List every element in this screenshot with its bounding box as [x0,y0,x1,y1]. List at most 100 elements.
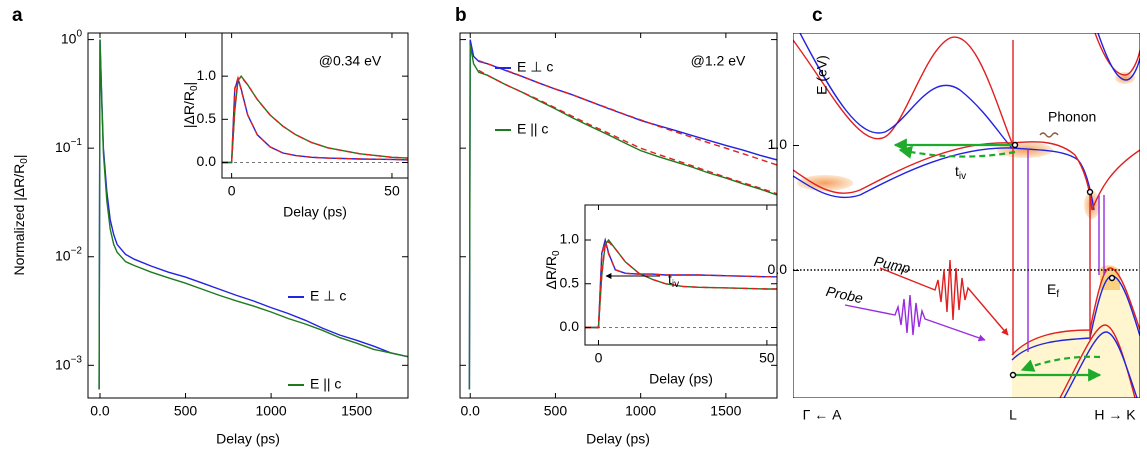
x-tick-label: 1500 [341,403,372,419]
x-axis-label: Delay (ps) [586,431,650,447]
text-part: 0 [551,250,562,256]
x-tick-label: 0.0 [90,403,110,419]
panel-letter: c [812,5,823,26]
probe-label: Probe [825,283,865,306]
y-tick-label: 1.0 [197,67,217,83]
y-tick-label: 1.0 [560,231,580,247]
text-part: Normalized |ΔR/R [11,164,27,276]
x-tick-label: 500 [174,403,198,419]
text-part: −1 [71,137,83,148]
y-tick-label: 0.0 [197,153,217,169]
fit-line [585,239,777,329]
annotation: @0.34 eV [319,53,382,69]
fermi-label: Ef [1047,281,1059,300]
pump-pulse [879,259,1009,336]
text-part: 10 [61,30,77,46]
x-tick-label: 50 [384,183,400,199]
y-tick-label: 1.0 [768,136,788,152]
x-tick-label: 1500 [710,403,741,419]
legend-label: E || c [517,121,548,137]
carrier [1011,141,1019,149]
text-part: E [1047,281,1056,297]
fit-line [478,69,777,195]
band [1011,141,1140,211]
text-part: |ΔR/R [181,91,197,128]
y-tick-label: 100 [61,28,83,46]
x-tick-label: 0 [595,350,603,366]
data-line [98,39,408,390]
plot-frame [221,32,409,179]
legend-label: E ⊥ c [310,288,346,304]
fit-line [585,240,777,329]
band [793,142,1013,194]
x-tick-label: L [1009,407,1017,423]
text-part: ΔR/R [543,256,559,289]
band [1011,267,1140,356]
inset-background [222,33,408,178]
carrier [1108,274,1116,282]
chart [459,32,778,399]
text-part: iv [959,171,966,182]
scattering-arrow [1020,355,1101,372]
text-part: 10 [55,247,71,263]
text-part: | [181,82,197,86]
band-diagram [793,33,1140,398]
bands [793,33,1140,398]
text-part: −2 [71,245,83,256]
legend-label: E || c [310,376,341,392]
text-part: 0 [76,28,82,39]
y-tick-label: 0.0 [768,261,788,277]
x-tick-label: 1000 [625,403,656,419]
y-axis-label: |ΔR/R0| [181,82,200,128]
x-tick-label: 0 [228,183,236,199]
x-tick-label: 50 [759,350,775,366]
fit-line [222,76,408,164]
text-part: 0 [19,158,30,164]
y-tick-label: 10−2 [55,245,82,263]
y-tick-label: 0.5 [560,274,580,290]
y-tick-label: 10−3 [55,354,82,372]
band [793,36,1013,144]
probe-pulse [844,294,986,342]
x-tick-label: 500 [544,403,568,419]
text-part: 10 [55,356,71,372]
x-axis-label: Delay (ps) [216,431,280,447]
y-axis-label: E (eV) [814,55,830,95]
data-line [468,44,777,390]
fit-line [222,75,408,164]
x-tick-label: H → K [1094,407,1136,423]
band [1011,275,1140,361]
text-part: t [668,271,672,287]
data-line [98,39,408,390]
pocket-fill [1115,72,1135,84]
text-part: | [11,155,27,159]
x-axis-label: Delay (ps) [283,204,347,220]
y-tick-label: 0.5 [197,110,217,126]
band [793,147,1013,199]
y-axis-label: ΔR/R0 [543,250,562,289]
text-part: t [955,163,959,179]
carrier [1009,371,1017,379]
x-tick-label: Γ ← A [803,407,842,423]
y-tick-label: 10−1 [55,137,82,155]
pump-label: Pump [873,253,912,276]
plot-frame [584,204,778,346]
text-part: 10 [55,139,71,155]
band [1063,331,1138,398]
band [1097,33,1140,81]
annotation: @1.2 eV [691,53,746,69]
legend-label: E ⊥ c [517,59,553,75]
x-tick-label: 1000 [256,403,287,419]
inset-chart [584,204,778,346]
text-part: −3 [71,354,83,365]
panel-letter: b [455,5,467,26]
x-tick-label: 0.0 [460,403,480,419]
y-tick-label: 0.0 [560,318,580,334]
phonon-wiggle [1039,132,1059,138]
inset-chart [221,32,409,179]
text-part: f [1056,289,1059,300]
carrier [1086,188,1094,196]
text-part: iv [672,279,679,290]
text-part: 0 [189,85,200,91]
